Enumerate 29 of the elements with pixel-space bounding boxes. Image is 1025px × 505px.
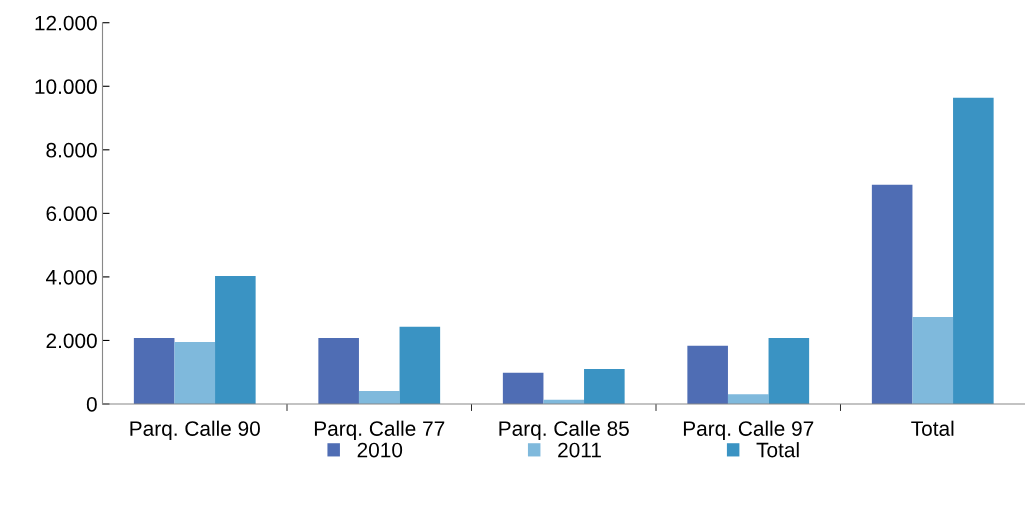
y-tick-label: 4.000: [45, 269, 97, 285]
y-tick-label: 6.000: [46, 206, 97, 222]
bar: [133, 337, 175, 404]
bar: [358, 390, 400, 404]
x-tick-label: Parq. Calle 97: [683, 420, 814, 441]
bar: [687, 345, 728, 404]
bar: [871, 184, 913, 404]
bar: [174, 342, 216, 404]
legend-label: 2011: [558, 442, 601, 458]
y-tick-label: 12.000: [35, 15, 97, 31]
bar: [953, 97, 994, 404]
x-tick-label: Parq. Calle 77: [314, 420, 445, 441]
bar: [215, 275, 256, 404]
x-tick-label: Total: [911, 420, 954, 436]
bar: [502, 372, 544, 404]
y-tick-label: 8.000: [46, 142, 97, 158]
y-tick-label: 2.000: [46, 333, 97, 349]
x-tick-label: Parq. Calle 85: [499, 420, 629, 441]
y-tick-label: 10.000: [35, 79, 97, 95]
bar: [318, 337, 359, 404]
bar: [584, 369, 625, 404]
bar: [912, 316, 954, 404]
y-tick-label: 0: [86, 397, 97, 412]
bar: [768, 337, 810, 404]
legend-label: Total: [756, 442, 799, 458]
bar: [727, 394, 769, 404]
bar: [399, 326, 441, 404]
x-tick-label: Parq. Calle 90: [130, 420, 260, 441]
legend-label: 2010: [357, 442, 403, 458]
